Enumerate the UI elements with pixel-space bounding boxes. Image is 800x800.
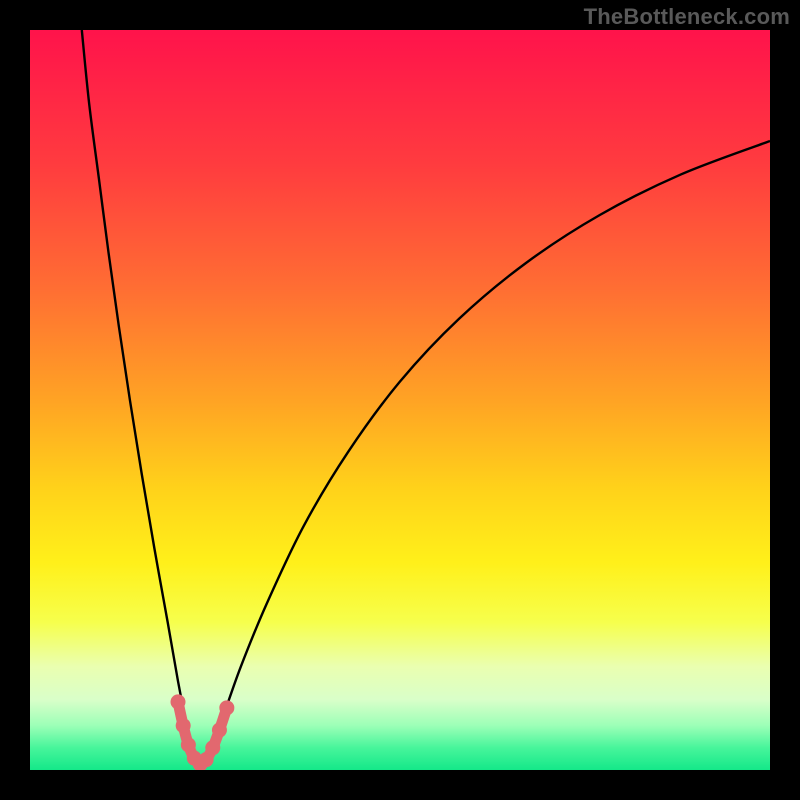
bottleneck-chart <box>0 0 800 800</box>
marker-dot <box>171 694 186 709</box>
watermark-text: TheBottleneck.com <box>584 4 790 30</box>
marker-dot <box>181 737 196 752</box>
chart-background <box>30 30 770 770</box>
marker-dot <box>205 740 220 755</box>
marker-dot <box>212 723 227 738</box>
marker-dot <box>219 700 234 715</box>
marker-dot <box>176 718 191 733</box>
chart-frame: TheBottleneck.com <box>0 0 800 800</box>
